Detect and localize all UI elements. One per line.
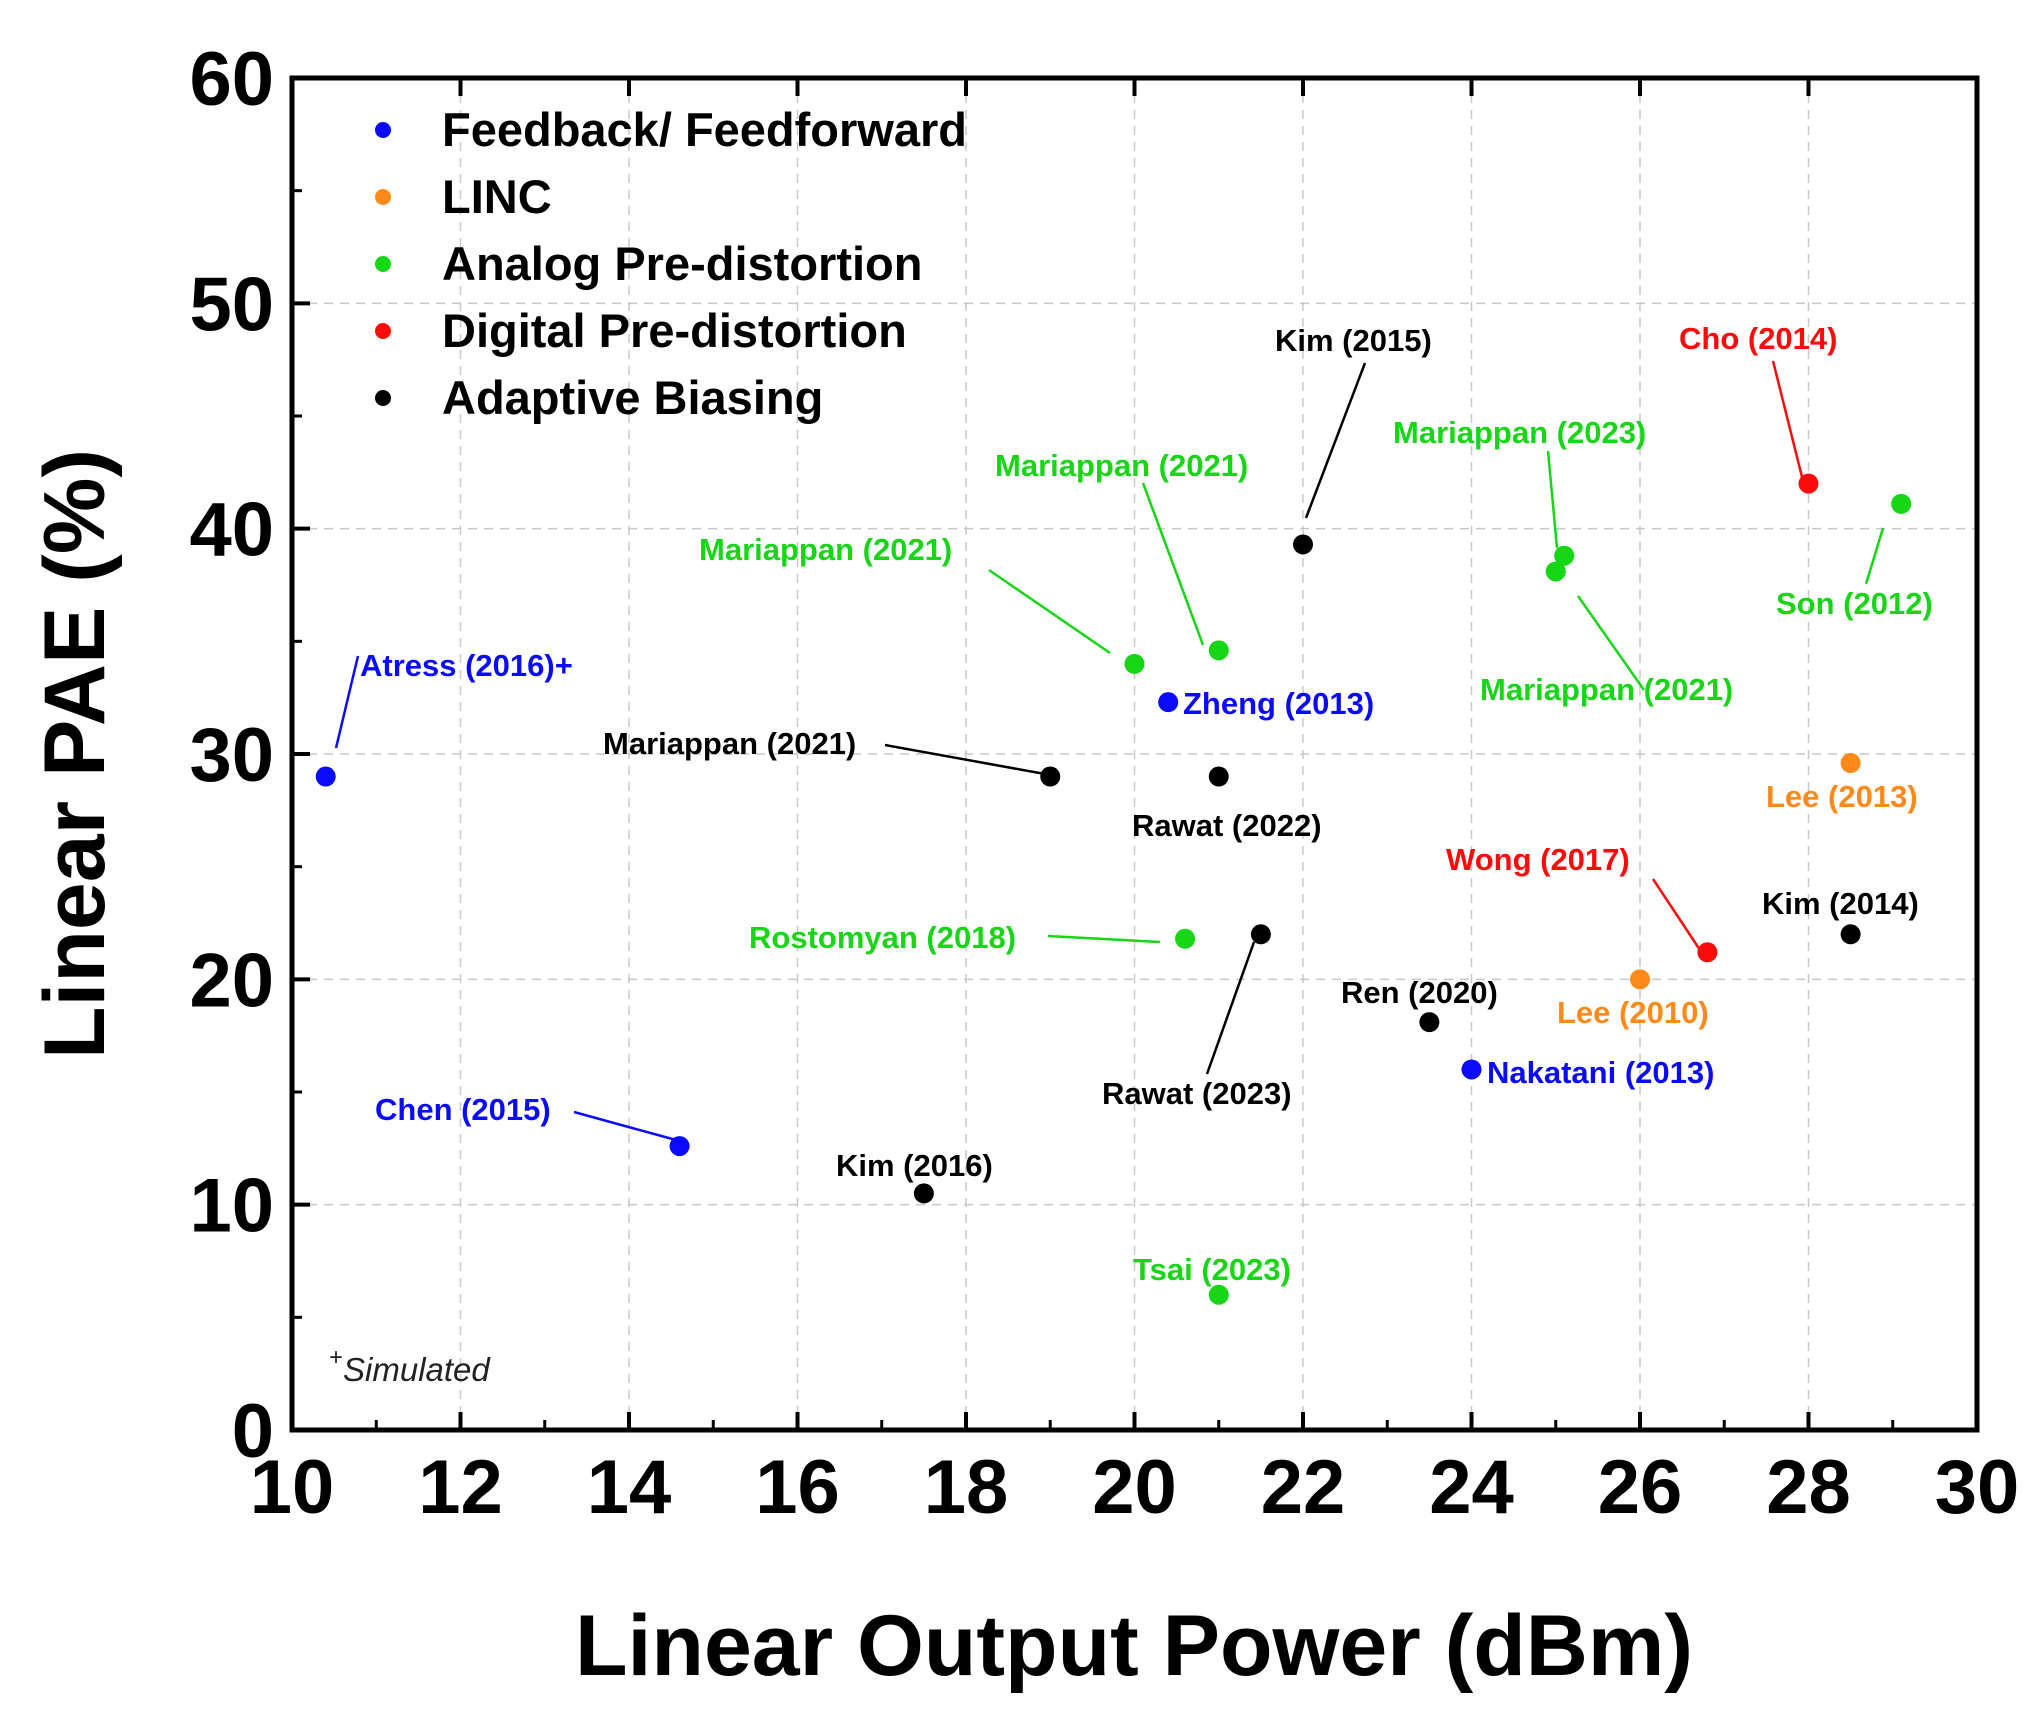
data-point-label: Rawat (2022) <box>1132 808 1322 843</box>
data-point <box>1158 692 1179 713</box>
x-tick-label: 26 <box>1598 1445 1683 1530</box>
data-point-label: Rawat (2023) <box>1102 1076 1292 1111</box>
data-point <box>315 766 336 787</box>
data-point-label: Cho (2014) <box>1679 321 1837 356</box>
x-tick-label: 10 <box>250 1445 335 1530</box>
legend-label: LINC <box>442 170 552 223</box>
data-point-label: Son (2012) <box>1776 586 1933 621</box>
data-point <box>1208 640 1229 661</box>
data-point <box>1840 753 1861 774</box>
data-point <box>1293 534 1313 555</box>
data-point <box>1124 653 1145 674</box>
x-tick-label: 24 <box>1429 1445 1514 1530</box>
data-point-label: Ren (2020) <box>1341 975 1498 1010</box>
y-tick-label: 30 <box>189 713 274 798</box>
y-tick-label: 40 <box>189 488 274 573</box>
data-point-label: Lee (2010) <box>1557 995 1709 1030</box>
data-point <box>1545 561 1566 582</box>
x-tick-label: 28 <box>1766 1445 1851 1530</box>
simulated-note: +Simulated <box>329 1344 491 1388</box>
x-tick-label: 18 <box>924 1445 1009 1530</box>
data-point-label: Zheng (2013) <box>1183 686 1374 721</box>
data-point <box>1891 493 1912 514</box>
data-point-label: Mariappan (2021) <box>699 532 952 567</box>
label-leader-line <box>988 568 1111 655</box>
data-point <box>1840 924 1861 945</box>
simulated-note-text: Simulated <box>343 1351 491 1388</box>
data-point-label: Kim (2014) <box>1762 886 1919 921</box>
label-leader-line <box>1047 934 1161 944</box>
data-point-label: Tsai (2023) <box>1133 1252 1291 1287</box>
legend-marker <box>375 189 391 205</box>
label-leader-line <box>1651 878 1702 951</box>
simulated-note-mark: + <box>329 1344 343 1371</box>
data-point <box>1554 545 1575 566</box>
label-leader-line <box>573 1110 677 1142</box>
data-point <box>913 1183 934 1204</box>
x-tick-label: 14 <box>587 1445 672 1530</box>
x-tick-label: 20 <box>1092 1445 1177 1530</box>
data-point-label: Lee (2013) <box>1766 779 1918 814</box>
data-point-label: Atress (2016)+ <box>360 648 573 683</box>
x-tick-label: 16 <box>755 1445 840 1530</box>
legend-marker <box>375 323 391 339</box>
data-point <box>1040 766 1061 787</box>
label-leader-line <box>1576 595 1646 691</box>
label-leader-line <box>884 743 1046 776</box>
label-layer: Atress (2016)+ Chen (2015) Zheng (2013) Nak… <box>360 321 1933 1287</box>
legend-label: Feedback/ Feedforward <box>442 103 967 156</box>
point-layer <box>315 473 1912 1305</box>
data-point <box>1250 924 1271 945</box>
data-point-label: Chen (2015) <box>375 1092 551 1127</box>
legend-marker <box>375 390 391 406</box>
data-point-label: Nakatani (2013) <box>1487 1055 1714 1090</box>
data-point <box>1697 942 1718 963</box>
data-point <box>1630 969 1650 990</box>
data-point <box>1461 1059 1482 1080</box>
y-axis-title: Linear PAE (%) <box>27 449 123 1059</box>
data-point <box>1175 928 1196 949</box>
label-leader-line <box>1771 360 1804 478</box>
legend-label: Digital Pre-distortion <box>442 304 907 357</box>
label-leader-line <box>1141 482 1205 646</box>
legend-label: Analog Pre-distortion <box>442 237 922 290</box>
data-point <box>669 1136 690 1157</box>
data-point-label: Wong (2017) <box>1446 842 1630 877</box>
legend: Feedback/ Feedforward LINC Analog Pre-dist… <box>375 103 967 424</box>
data-point <box>1798 473 1819 494</box>
data-point-label: Rostomyan (2018) <box>749 920 1016 955</box>
legend-marker <box>375 256 391 272</box>
data-point-label: Kim (2016) <box>836 1148 993 1183</box>
x-tick-label: 22 <box>1261 1445 1346 1530</box>
label-leader-line <box>1546 450 1559 549</box>
label-leader-line <box>1864 527 1885 585</box>
data-point-label: Mariappan (2021) <box>603 726 856 761</box>
leader-layer <box>334 360 1885 1142</box>
data-point <box>1208 766 1229 787</box>
legend-marker <box>375 122 391 138</box>
x-tick-label: 30 <box>1935 1445 2020 1530</box>
y-tick-label: 50 <box>189 262 274 347</box>
data-point-label: Mariappan (2021) <box>995 448 1248 483</box>
x-axis-title: Linear Output Power (dBm) <box>575 1598 1693 1694</box>
label-leader-line <box>1304 362 1367 519</box>
data-point-label: Mariappan (2023) <box>1393 415 1646 450</box>
y-tick-label: 20 <box>189 938 274 1023</box>
grid-layer <box>292 78 1977 1430</box>
data-point <box>1419 1012 1440 1033</box>
label-leader-line <box>334 655 360 749</box>
data-point-label: Mariappan (2021) <box>1480 672 1733 707</box>
y-tick-label: 0 <box>232 1389 274 1474</box>
data-point-label: Kim (2015) <box>1275 323 1432 358</box>
label-leader-line <box>1205 941 1256 1075</box>
y-tick-label: 60 <box>189 37 274 122</box>
x-tick-label: 12 <box>418 1445 503 1530</box>
y-tick-label: 10 <box>189 1164 274 1249</box>
data-point <box>1208 1284 1229 1305</box>
legend-label: Adaptive Biasing <box>442 371 823 424</box>
